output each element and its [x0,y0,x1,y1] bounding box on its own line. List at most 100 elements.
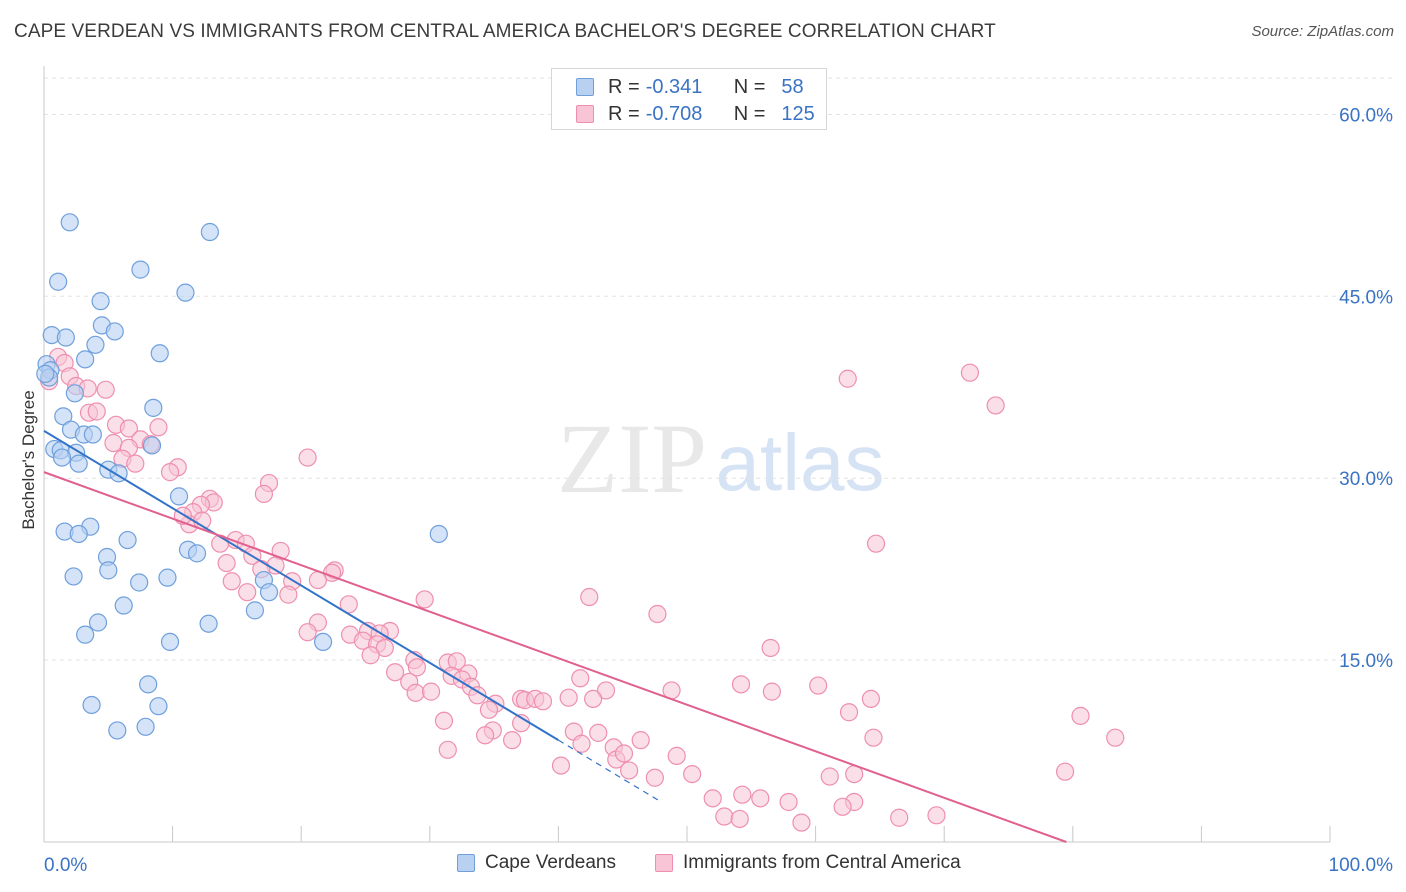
data-point-cape-verdean [136,717,155,736]
axis-labels: 15.0% 30.0% 45.0% 60.0% 0.0% 100.0% Bachelor's… [19,105,1393,876]
data-point-central-america [1071,706,1090,725]
data-point-central-america [762,682,781,701]
trend-lines [43,430,1067,843]
source-label: Source: ZipAtlas.com [1251,23,1394,40]
data-point-central-america [217,553,236,573]
data-point-cape-verdean [313,632,333,652]
legend-row-cape-verdean: R = -0.341 N = 58 [576,75,804,99]
data-point-central-america [298,448,317,467]
data-point-central-america [1106,728,1125,747]
data-point-central-america [809,676,828,695]
data-point-central-america [468,686,487,705]
legend-label-cape-verdeans: Cape Verdeans [485,852,616,873]
data-point-cape-verdean [144,398,163,417]
data-point-central-america [683,764,702,784]
data-point-central-america [475,726,495,745]
data-point-central-america [839,703,859,722]
data-point-cape-verdean [83,425,102,444]
data-point-cape-verdean [65,384,84,403]
data-point-central-america [438,740,457,759]
x-tick-label-right: 100.0% [1329,855,1394,876]
data-point-central-america [730,809,749,829]
data-point-cape-verdean [149,697,168,716]
data-point-central-america [890,808,909,827]
data-point-cape-verdean [142,436,162,455]
data-point-central-america [503,731,522,750]
legend-row-central-america: R = -0.708 N = 125 [576,102,815,126]
data-point-central-america [667,746,686,765]
data-point-central-america [160,463,180,482]
data-point-cape-verdean [69,524,88,544]
data-point-cape-verdean [91,292,110,311]
data-point-central-america [620,761,639,780]
gridlines [44,77,1392,661]
legend-r-value: -0.708 [645,102,703,125]
data-point-central-america [533,692,553,711]
data-point-cape-verdean [169,487,189,506]
data-point-central-america [434,711,454,730]
y-tick-label: 30.0% [1339,469,1393,490]
data-point-central-america [571,669,590,688]
data-point-cape-verdean [54,407,73,426]
watermark-zip: ZIP [557,403,707,514]
legend-n-label: N = [733,102,766,125]
data-point-central-america [927,806,946,825]
data-point-central-america [406,683,425,702]
data-point-cape-verdean [150,344,169,363]
data-point-central-america [298,623,317,642]
data-point-cape-verdean [36,364,55,383]
data-point-cape-verdean [105,322,124,341]
data-point-cape-verdean [108,721,127,740]
data-point-central-america [572,734,591,753]
axes [43,66,1331,843]
data-point-cape-verdean [245,601,265,620]
data-point-cape-verdean [429,524,448,544]
data-point-central-america [645,768,664,787]
data-point-central-america [375,638,394,658]
data-point-cape-verdean [52,448,72,467]
data-point-central-america [779,792,798,812]
data-point-cape-verdean [131,260,150,279]
data-point-central-america [559,688,578,707]
data-point-central-america [279,585,298,604]
data-point-central-america [421,682,441,701]
data-point-central-america [761,638,780,658]
data-point-cape-verdean [114,596,133,615]
data-point-cape-verdean [130,573,149,592]
data-point-central-america [596,681,616,700]
data-point-central-america [861,689,880,709]
data-point-central-america [751,789,770,808]
data-point-cape-verdean [199,614,218,633]
data-point-cape-verdean [69,454,88,473]
data-point-cape-verdean [82,695,101,715]
legend-item-central-america[interactable]: Immigrants from Central America [655,852,961,874]
chart-title: CAPE VERDEAN VS IMMIGRANTS FROM CENTRAL … [14,21,996,42]
data-point-cape-verdean [49,272,68,291]
data-point-central-america [361,646,380,665]
data-point-central-america [96,380,115,399]
data-point-central-america [866,534,886,553]
data-point-central-america [631,731,650,750]
series-legend: Cape Verdeans Immigrants from Central Am… [0,852,1406,876]
data-point-cape-verdean [187,544,207,563]
data-point-central-america [960,363,980,382]
data-point-central-america [731,675,751,694]
data-point-central-america [733,785,752,804]
y-tick-label: 45.0% [1339,287,1393,308]
x-tick-label-left: 0.0% [44,855,87,876]
data-point-cape-verdean [86,335,105,354]
data-point-central-america [703,789,722,808]
legend-swatch-pink [576,105,594,123]
data-point-central-america [1055,762,1075,781]
data-point-central-america [104,433,123,453]
data-point-cape-verdean [99,561,118,580]
data-point-cape-verdean [118,530,137,550]
legend-item-cape-verdeans[interactable]: Cape Verdeans [457,852,616,874]
data-point-central-america [838,369,857,388]
data-point-central-america [119,419,138,438]
data-point-central-america [339,595,358,614]
legend-r-label: R = [608,75,640,98]
data-point-central-america [479,700,499,719]
y-tick-label: 60.0% [1339,105,1393,126]
legend-swatch-blue [457,854,475,872]
